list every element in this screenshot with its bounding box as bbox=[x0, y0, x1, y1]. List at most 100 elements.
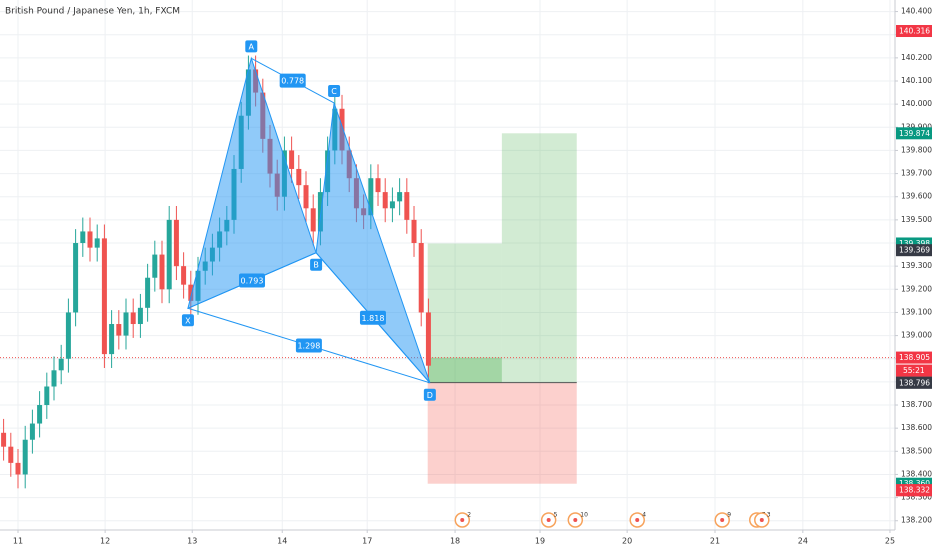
point-badge bbox=[423, 388, 436, 401]
event-dot bbox=[759, 518, 764, 522]
event-dot bbox=[635, 518, 640, 522]
candle-body bbox=[159, 254, 165, 290]
event-label: 9 bbox=[727, 512, 731, 519]
price-badge bbox=[896, 244, 932, 257]
candle-body bbox=[289, 150, 295, 169]
x-tick-label: 18 bbox=[450, 537, 460, 546]
y-tick-label: 140.100 bbox=[901, 76, 932, 85]
candle-body bbox=[116, 324, 122, 336]
candle-body bbox=[65, 312, 71, 359]
candle-body bbox=[87, 231, 93, 248]
price-badge-label: 140.316 bbox=[899, 27, 930, 36]
candle-body bbox=[37, 405, 43, 424]
x-tick-label: 12 bbox=[100, 537, 110, 546]
y-tick-label: 139.500 bbox=[901, 215, 932, 224]
y-tick-label: 138.600 bbox=[901, 423, 932, 432]
loss-zone bbox=[427, 382, 577, 484]
candle-body bbox=[123, 312, 129, 336]
y-tick-label: 139.300 bbox=[901, 261, 932, 270]
price-badge bbox=[896, 376, 932, 389]
ratio-badge bbox=[239, 273, 266, 288]
point-badge bbox=[328, 84, 341, 97]
y-tick-label: 140.000 bbox=[901, 99, 932, 108]
candle-body bbox=[58, 358, 64, 371]
candle-body bbox=[166, 219, 172, 290]
candle-body bbox=[22, 439, 28, 475]
candle-body bbox=[368, 178, 374, 216]
countdown-label: 55:21 bbox=[903, 366, 925, 375]
ratio-label: 0.793 bbox=[241, 277, 264, 286]
y-tick-label: 138.500 bbox=[901, 446, 932, 455]
candle-body bbox=[15, 462, 21, 475]
candle-body bbox=[29, 423, 35, 440]
price-badge-label: 138.360 bbox=[899, 479, 930, 488]
candle-body bbox=[317, 192, 323, 232]
event-dot bbox=[573, 518, 578, 522]
candle-body bbox=[303, 185, 309, 209]
candle-body bbox=[411, 219, 417, 244]
candle-body bbox=[44, 386, 50, 406]
candle-body bbox=[137, 307, 143, 325]
x-tick-label: 20 bbox=[622, 537, 632, 546]
y-tick-label: 140.200 bbox=[901, 53, 932, 62]
event-label: 5 bbox=[554, 512, 558, 519]
y-tick-label: 139.200 bbox=[901, 284, 932, 293]
ratio-badge bbox=[295, 338, 322, 353]
x-tick-label: 21 bbox=[710, 537, 720, 546]
y-tick-label: 139.700 bbox=[901, 169, 932, 178]
x-tick-label: 25 bbox=[885, 537, 895, 546]
candle-body bbox=[130, 312, 136, 325]
candle-body bbox=[382, 192, 388, 209]
event-label: 2 bbox=[467, 512, 471, 519]
ratio-badge bbox=[279, 73, 306, 88]
event-dot bbox=[546, 518, 551, 522]
candle-body bbox=[296, 168, 302, 186]
y-tick-label: 139.100 bbox=[901, 307, 932, 316]
price-badge-label: 139.874 bbox=[899, 129, 930, 138]
x-tick-label: 17 bbox=[362, 537, 372, 546]
x-tick-label: 13 bbox=[187, 537, 197, 546]
y-tick-label: 139.800 bbox=[901, 145, 932, 154]
candle-body bbox=[310, 208, 316, 232]
ratio-label: 0.778 bbox=[281, 77, 304, 86]
price-badge bbox=[896, 25, 932, 38]
candle-body bbox=[1, 432, 7, 447]
ratio-badge bbox=[359, 310, 386, 325]
x-tick-label: 24 bbox=[798, 537, 808, 546]
y-tick-label: 139.900 bbox=[901, 122, 932, 131]
point-label: D bbox=[427, 391, 433, 400]
point-badge bbox=[245, 40, 258, 53]
candle-body bbox=[8, 446, 14, 463]
price-badge-label: 138.796 bbox=[899, 378, 930, 387]
candle-body bbox=[418, 243, 424, 313]
y-tick-label: 139.000 bbox=[901, 331, 932, 340]
profit-zone bbox=[501, 133, 577, 383]
countdown-badge bbox=[896, 364, 932, 377]
open-profit bbox=[427, 357, 502, 383]
candle-body bbox=[375, 178, 381, 193]
candle-body bbox=[73, 243, 79, 313]
point-label: X bbox=[185, 316, 191, 325]
candle-body bbox=[181, 266, 187, 285]
price-badge bbox=[896, 127, 932, 140]
candle-body bbox=[389, 201, 395, 209]
ratio-label: 1.298 bbox=[297, 342, 320, 351]
price-badge-label: 138.332 bbox=[899, 486, 930, 495]
event-label: 3 bbox=[767, 512, 771, 519]
event-label: 10 bbox=[580, 512, 588, 519]
x-tick-label: 14 bbox=[277, 537, 287, 546]
y-tick-label: 140.400 bbox=[901, 7, 932, 16]
event-label: 4 bbox=[642, 512, 646, 519]
price-badge-label: 138.905 bbox=[899, 353, 930, 362]
price-badge bbox=[896, 351, 932, 364]
candle-body bbox=[188, 284, 194, 301]
x-tick-label: 11 bbox=[13, 537, 23, 546]
price-badge-label: 139.369 bbox=[899, 246, 930, 255]
y-tick-label: 138.200 bbox=[901, 516, 932, 525]
candle-body bbox=[80, 231, 86, 244]
y-tick-label: 139.600 bbox=[901, 192, 932, 201]
candle-body bbox=[145, 277, 151, 308]
price-badge-label: 139.398 bbox=[899, 239, 930, 248]
candle-body bbox=[397, 192, 403, 202]
